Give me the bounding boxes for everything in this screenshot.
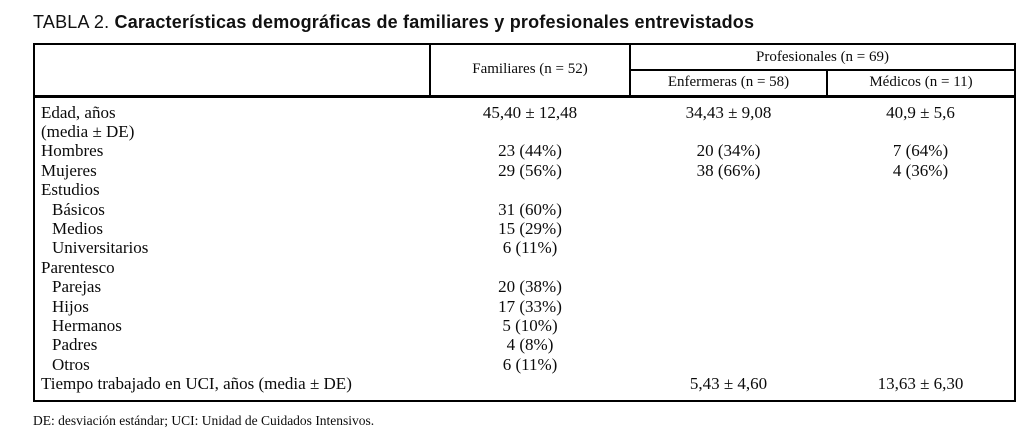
value-familiares: 29 (56%) [498, 160, 562, 180]
value-familiares [430, 180, 630, 199]
value-familiares: 45,40 ± 12,48 [482, 102, 578, 122]
table-row: Medios 15 (29%) [34, 219, 1015, 238]
table-row: Tiempo trabajado en UCI, años (media ± D… [34, 374, 1015, 400]
value-enfermeras [630, 297, 827, 316]
table-row: Edad, años (media ± DE) 45,40 ± 12,48 34,4… [34, 96, 1015, 141]
value-familiares [430, 374, 630, 400]
value-familiares: 15 (29%) [498, 218, 562, 238]
row-label: Hombres [41, 141, 104, 161]
header-profesionales: Profesionales (n = 69) [630, 44, 1016, 71]
value-enfermeras [630, 219, 827, 238]
table-row: Universitarios 6 (11%) [34, 238, 1015, 257]
value-familiares: 6 (11%) [502, 354, 558, 374]
value-familiares [430, 258, 630, 277]
value-familiares: 5 (10%) [502, 315, 558, 335]
value-enfermeras [630, 180, 827, 199]
table-row: Hombres 23 (44%) 20 (34%) 7 (64%) [34, 141, 1015, 160]
row-label: Estudios [41, 180, 100, 200]
value-medicos [827, 316, 1015, 335]
row-label: Universitarios [52, 238, 149, 258]
value-medicos [827, 258, 1015, 277]
value-medicos [827, 180, 1015, 199]
value-familiares: 6 (11%) [502, 238, 558, 258]
value-medicos: 4 (36%) [892, 160, 949, 180]
table-row: Parejas 20 (38%) [34, 277, 1015, 296]
table-header: Familiares (n = 52) Profesionales (n = 6… [34, 44, 1016, 96]
table-number: TABLA 2. [33, 12, 110, 32]
value-medicos: 13,63 ± 6,30 [877, 374, 964, 394]
header-row-groups: Familiares (n = 52) Profesionales (n = 6… [34, 44, 1016, 96]
value-medicos [827, 238, 1015, 257]
row-label: Tiempo trabajado en UCI, años (media ± D… [41, 374, 352, 394]
table-title-text: Características demográficas de familiar… [114, 12, 755, 32]
table-row: Básicos 31 (60%) [34, 200, 1015, 219]
table-row: Mujeres 29 (56%) 38 (66%) 4 (36%) [34, 161, 1015, 180]
value-enfermeras: 34,43 ± 9,08 [685, 102, 772, 122]
value-medicos [827, 297, 1015, 316]
row-label: Hermanos [52, 315, 122, 335]
value-familiares: 31 (60%) [498, 199, 562, 219]
row-label: Parentesco [41, 257, 115, 277]
value-familiares: 23 (44%) [498, 141, 562, 161]
row-label: Básicos [52, 199, 105, 219]
value-enfermeras [630, 277, 827, 296]
value-enfermeras: 20 (34%) [696, 141, 761, 161]
table-row: Parentesco [34, 258, 1015, 277]
value-enfermeras [630, 335, 827, 354]
demographics-table: Familiares (n = 52) Profesionales (n = 6… [33, 43, 1017, 402]
value-medicos [827, 277, 1015, 296]
table-body: Edad, años (media ± DE) 45,40 ± 12,48 34,4… [34, 96, 1015, 401]
row-label: Otros [52, 354, 90, 374]
value-enfermeras: 38 (66%) [696, 160, 761, 180]
row-label: Edad, años (media ± DE) [41, 102, 135, 141]
table-row: Padres 4 (8%) [34, 335, 1015, 354]
row-label: Parejas [52, 277, 102, 297]
value-enfermeras [630, 355, 827, 374]
value-medicos [827, 219, 1015, 238]
table-row: Hijos 17 (33%) [34, 297, 1015, 316]
value-enfermeras [630, 238, 827, 257]
header-medicos: Médicos (n = 11) [869, 74, 973, 91]
table-title: TABLA 2. Características demográficas de… [33, 12, 1014, 33]
row-label: Padres [52, 335, 98, 355]
header-familiares: Familiares (n = 52) [430, 44, 631, 96]
value-familiares: 20 (38%) [498, 277, 562, 297]
header-row-subgroups: Enfermeras (n = 58) Médicos (n = 11) [34, 70, 1015, 96]
value-familiares: 17 (33%) [498, 296, 562, 316]
header-empty-cell [34, 44, 431, 96]
row-label: Medios [52, 218, 103, 238]
value-enfermeras [630, 200, 827, 219]
value-enfermeras [630, 316, 827, 335]
row-label: Mujeres [41, 160, 97, 180]
value-medicos [827, 355, 1015, 374]
row-label: Hijos [52, 296, 89, 316]
value-familiares: 4 (8%) [506, 335, 554, 355]
value-medicos: 7 (64%) [892, 141, 949, 161]
table-footnote: DE: desviación estándar; UCI: Unidad de … [33, 412, 375, 428]
value-medicos [827, 335, 1015, 354]
table-row: Estudios [34, 180, 1015, 199]
value-enfermeras [630, 258, 827, 277]
header-enfermeras: Enfermeras (n = 58) [630, 70, 828, 96]
table-row: Otros 6 (11%) [34, 355, 1015, 374]
value-medicos: 40,9 ± 5,6 [886, 102, 955, 122]
value-enfermeras: 5,43 ± 4,60 [689, 374, 768, 394]
table-row: Hermanos 5 (10%) [34, 316, 1015, 335]
value-medicos [827, 200, 1015, 219]
